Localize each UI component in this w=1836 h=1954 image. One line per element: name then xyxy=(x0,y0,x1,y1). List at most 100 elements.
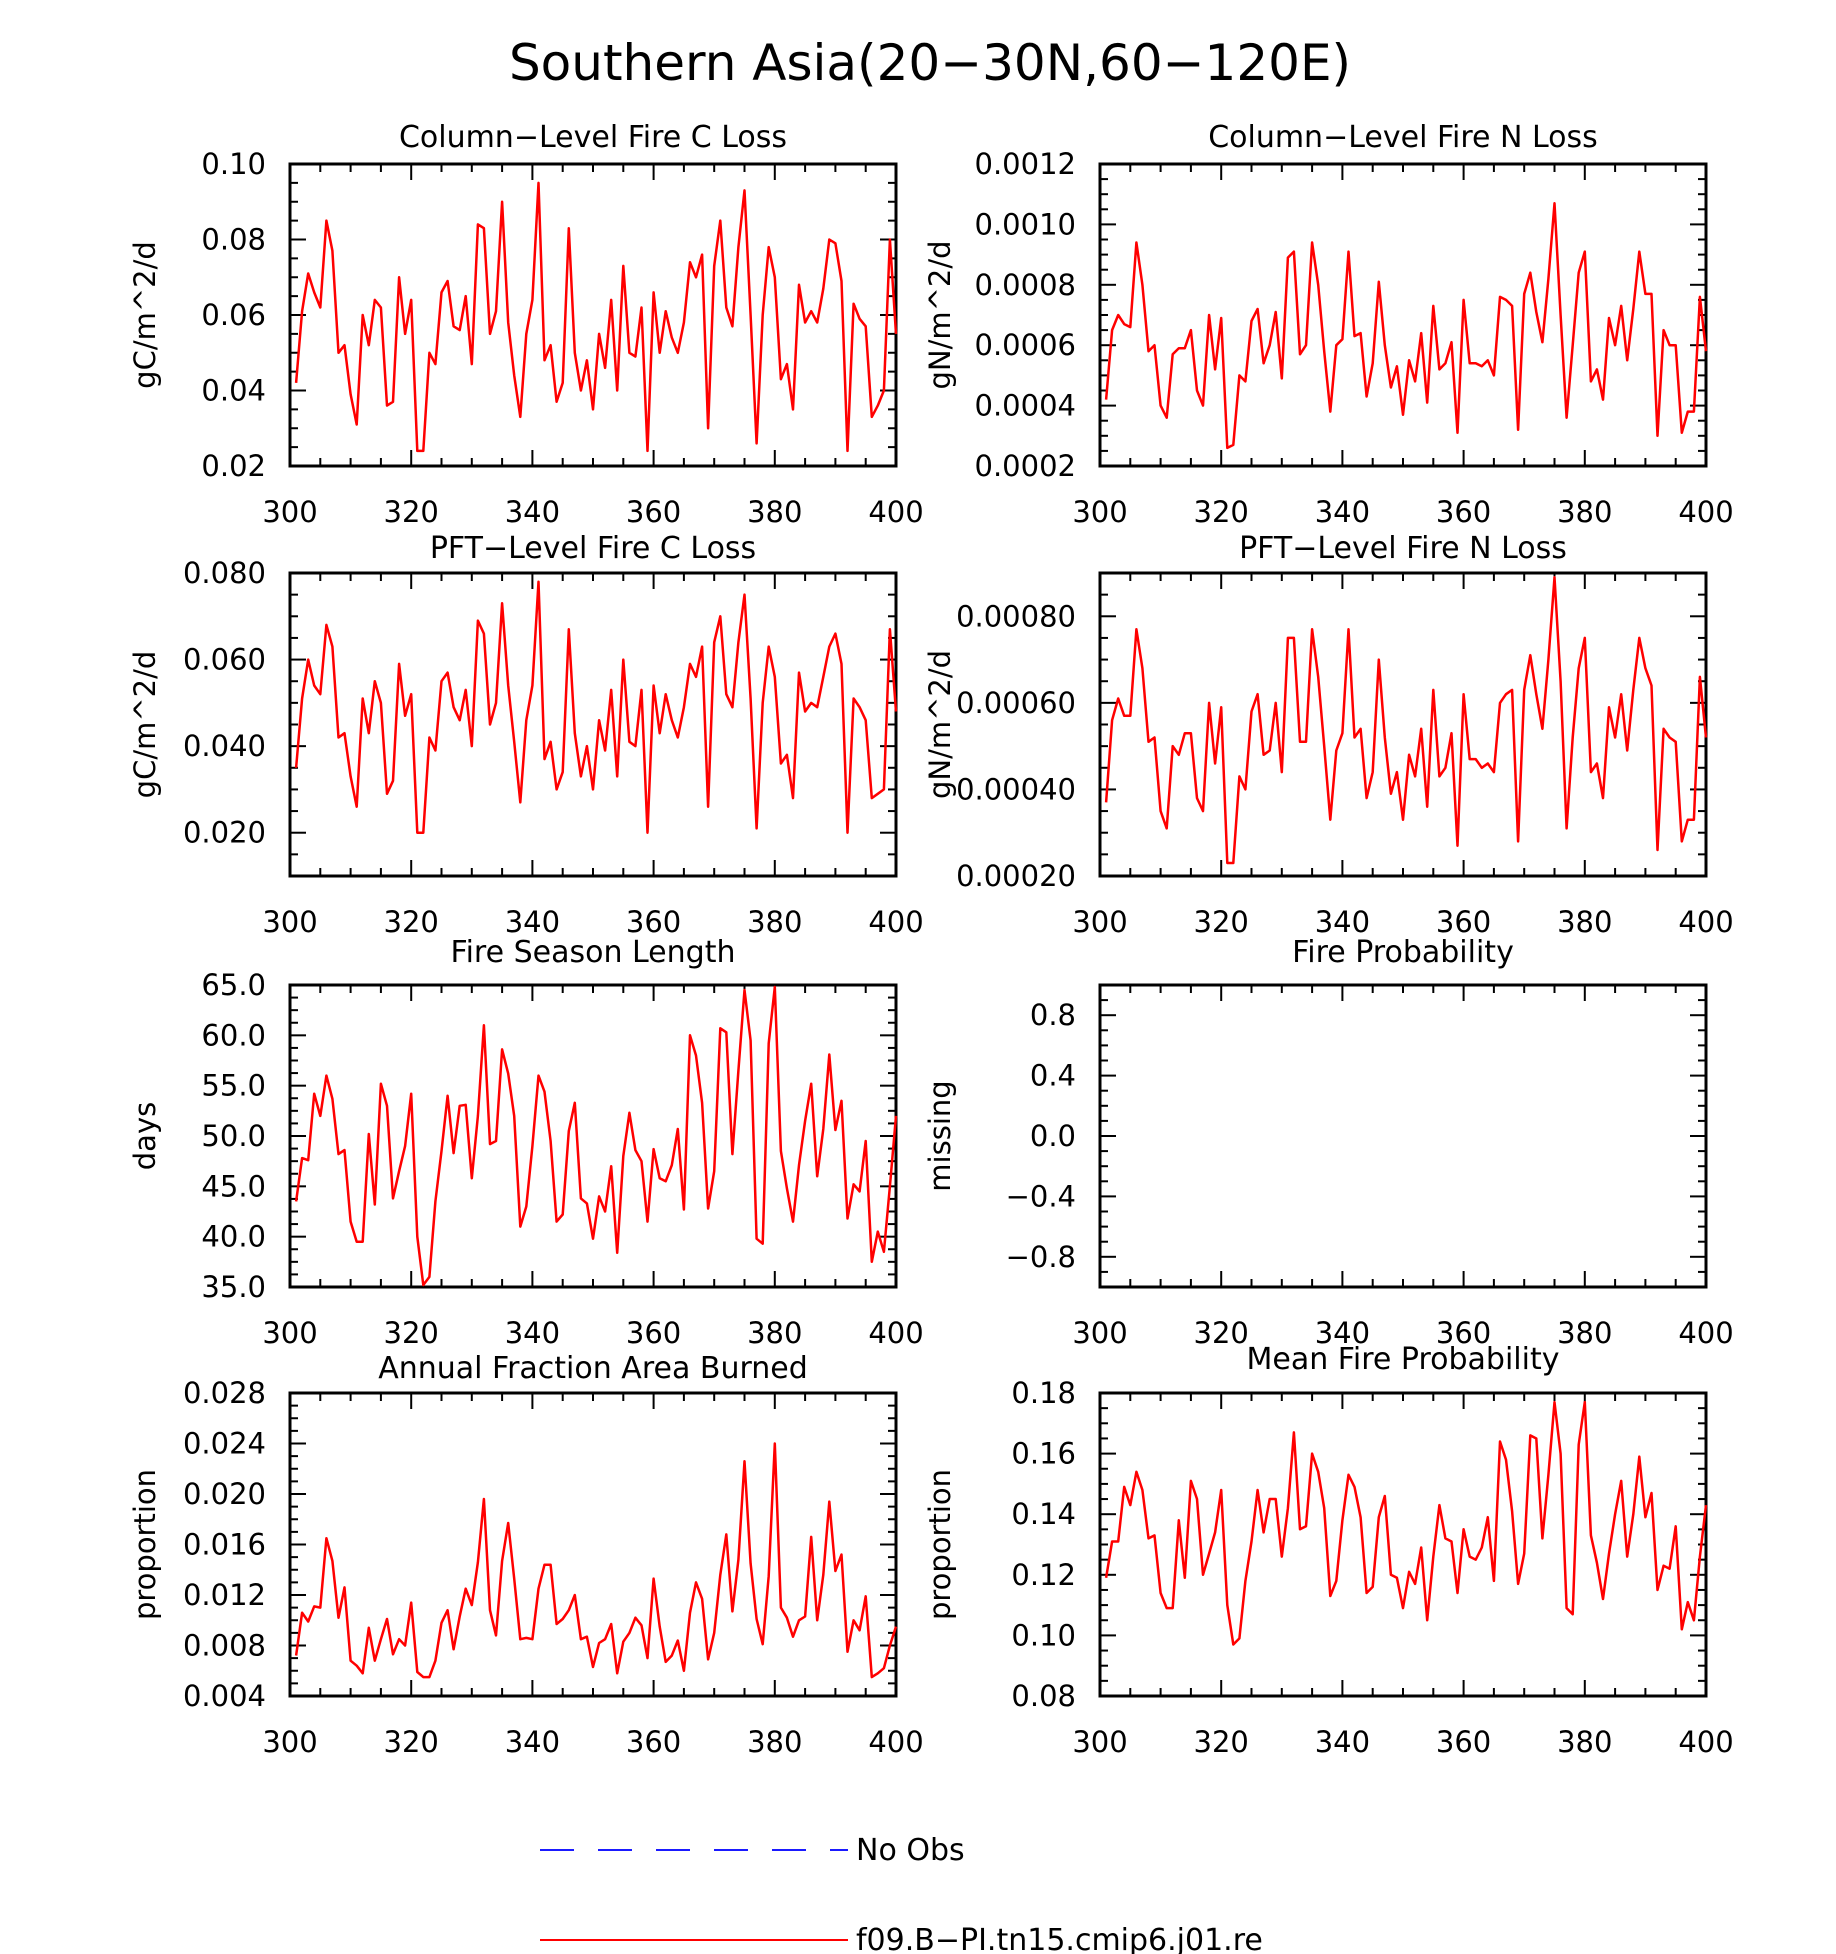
plot-frame xyxy=(288,571,898,878)
panel-title: PFT−Level Fire N Loss xyxy=(1239,531,1567,566)
figure-title: Southern Asia(20−30N,60−120E) xyxy=(509,34,1351,92)
panel-7: Annual Fraction Area Burned 300 320 340 360 3… xyxy=(128,1351,924,1759)
y-tick-label: 0.008 xyxy=(183,1629,266,1663)
plot-frame xyxy=(1098,571,1708,878)
y-tick-label: 0.06 xyxy=(201,298,266,332)
x-tick-label: 400 xyxy=(868,495,923,529)
y-tick-label: 0.00080 xyxy=(956,599,1076,633)
y-tick-label: −0.4 xyxy=(1006,1179,1076,1213)
x-tick-label: 300 xyxy=(262,495,317,529)
panels: Column−Level Fire C Loss 300 320 340 360 380 4… xyxy=(128,120,1734,1759)
y-tick-label: 0.04 xyxy=(201,374,266,408)
panel-title: PFT−Level Fire C Loss xyxy=(430,531,756,566)
series-line xyxy=(294,580,898,834)
x-tick-label: 400 xyxy=(868,1316,923,1350)
series-line xyxy=(1104,202,1708,450)
y-tick-label: 0.0004 xyxy=(975,389,1076,423)
y-tick-label: 0.0010 xyxy=(975,207,1076,241)
x-tick-label: 340 xyxy=(1315,905,1370,939)
plot-frame xyxy=(288,983,898,1289)
x-tick-label: 340 xyxy=(505,1316,560,1350)
x-tick-label: 320 xyxy=(1194,1316,1249,1350)
y-tick-label: 0.028 xyxy=(183,1376,266,1410)
y-axis-label: days xyxy=(128,1102,162,1170)
x-tick-label: 340 xyxy=(1315,1725,1370,1759)
x-tick-label: 360 xyxy=(1436,495,1491,529)
panel-title: Column−Level Fire N Loss xyxy=(1208,120,1598,155)
y-tick-label: −0.8 xyxy=(1006,1240,1076,1274)
y-tick-label: 0.08 xyxy=(201,223,266,257)
panel-6: Fire Probability 300 320 340 360 380 400 −0.8 −0… xyxy=(923,935,1734,1350)
x-tick-label: 360 xyxy=(626,1725,681,1759)
x-tick-label: 320 xyxy=(384,1316,439,1350)
y-tick-label: 0.02 xyxy=(201,449,266,483)
y-tick-label: 0.00060 xyxy=(956,686,1076,720)
x-tick-label: 320 xyxy=(1194,495,1249,529)
y-tick-label: 60.0 xyxy=(201,1018,266,1052)
panel-1: Column−Level Fire C Loss 300 320 340 360 380 4… xyxy=(128,120,924,529)
y-tick-label: 0.0002 xyxy=(975,449,1076,483)
y-tick-label: 0.060 xyxy=(183,643,266,677)
x-tick-label: 320 xyxy=(384,905,439,939)
x-tick-label: 400 xyxy=(868,1725,923,1759)
panel-4: PFT−Level Fire N Loss 300 320 340 360 380 400 0… xyxy=(923,531,1734,939)
x-tick-label: 380 xyxy=(1557,495,1612,529)
x-tick-label: 320 xyxy=(1194,1725,1249,1759)
plot-frame xyxy=(1098,162,1708,468)
x-tick-label: 380 xyxy=(1557,1725,1612,1759)
y-tick-label: 0.10 xyxy=(1011,1618,1076,1652)
legend: No Obs f09.B−PI.tn15.cmip6.j01.re xyxy=(540,1833,1263,1954)
x-tick-label: 380 xyxy=(747,1725,802,1759)
y-tick-label: 0.080 xyxy=(183,556,266,590)
y-axis-label: proportion xyxy=(128,1469,162,1620)
panel-title: Fire Season Length xyxy=(451,935,736,970)
x-tick-label: 340 xyxy=(1315,495,1370,529)
y-tick-label: 0.14 xyxy=(1011,1497,1076,1531)
legend-no-obs-label: No Obs xyxy=(856,1833,965,1868)
y-tick-label: 0.16 xyxy=(1011,1437,1076,1471)
y-tick-label: 0.0 xyxy=(1030,1119,1076,1153)
y-tick-label: 0.8 xyxy=(1030,998,1076,1032)
panel-title: Mean Fire Probability xyxy=(1247,1342,1560,1377)
x-tick-label: 360 xyxy=(626,1316,681,1350)
x-tick-label: 360 xyxy=(1436,1316,1491,1350)
x-tick-label: 360 xyxy=(626,905,681,939)
y-tick-label: 0.0012 xyxy=(975,147,1076,181)
x-tick-label: 300 xyxy=(1072,1725,1127,1759)
panel-title: Fire Probability xyxy=(1292,935,1514,970)
y-tick-label: 0.12 xyxy=(1011,1558,1076,1592)
x-tick-label: 320 xyxy=(384,495,439,529)
y-tick-label: 0.040 xyxy=(183,729,266,763)
y-tick-label: 0.020 xyxy=(183,1477,266,1511)
series-line xyxy=(294,985,898,1287)
y-tick-label: 0.012 xyxy=(183,1578,266,1612)
x-tick-label: 400 xyxy=(1678,495,1733,529)
y-axis-label: gC/m^2/d xyxy=(128,241,162,389)
y-axis-label: proportion xyxy=(923,1469,957,1620)
x-tick-label: 340 xyxy=(1315,1316,1370,1350)
y-tick-label: 0.024 xyxy=(183,1427,266,1461)
y-tick-label: 50.0 xyxy=(201,1119,266,1153)
panel-2: Column−Level Fire N Loss 300 320 340 360 380 4… xyxy=(923,120,1734,529)
x-tick-label: 380 xyxy=(747,495,802,529)
series-line xyxy=(1104,576,1708,865)
x-tick-label: 400 xyxy=(1678,905,1733,939)
series-line xyxy=(1104,1400,1708,1646)
x-tick-label: 340 xyxy=(505,905,560,939)
y-tick-label: 0.18 xyxy=(1011,1376,1076,1410)
y-tick-label: 0.10 xyxy=(201,147,266,181)
x-tick-label: 320 xyxy=(384,1725,439,1759)
x-tick-label: 300 xyxy=(262,1725,317,1759)
y-tick-label: 0.00040 xyxy=(956,772,1076,806)
x-tick-label: 360 xyxy=(1436,1725,1491,1759)
y-tick-label: 0.0006 xyxy=(975,328,1076,362)
plot-frame xyxy=(1098,983,1708,1289)
y-tick-label: 65.0 xyxy=(201,968,266,1002)
y-axis-label: gC/m^2/d xyxy=(128,651,162,799)
y-axis-label: gN/m^2/d xyxy=(923,240,957,389)
x-tick-label: 400 xyxy=(1678,1316,1733,1350)
x-tick-label: 300 xyxy=(1072,495,1127,529)
x-tick-label: 360 xyxy=(626,495,681,529)
x-tick-label: 300 xyxy=(262,1316,317,1350)
